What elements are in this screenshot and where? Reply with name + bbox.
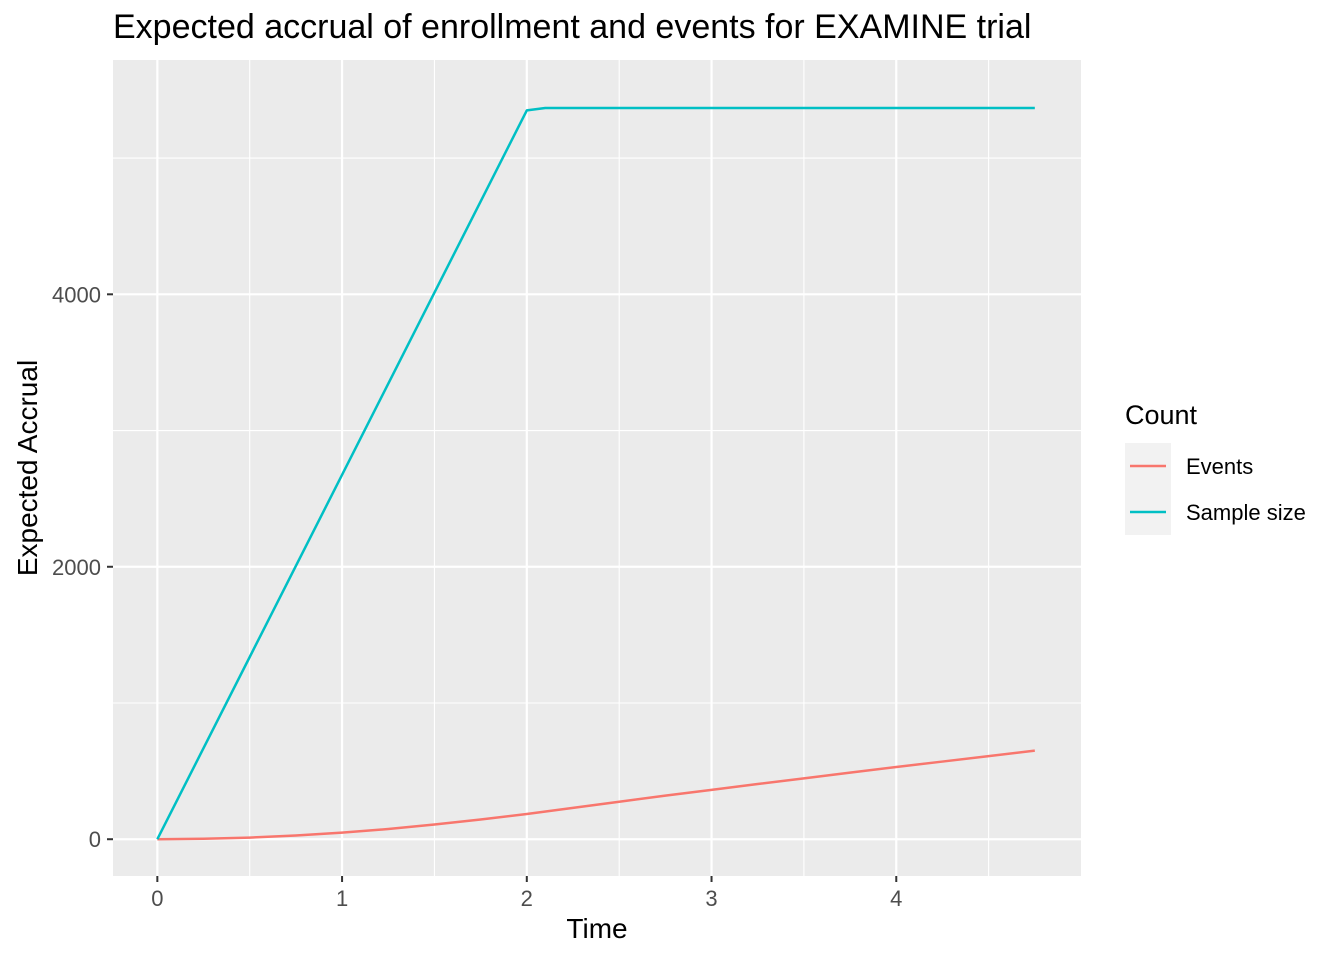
x-tick-label: 1 (336, 886, 348, 911)
chart-title: Expected accrual of enrollment and event… (113, 8, 1031, 46)
series-layer (156, 106, 1035, 841)
x-tick-label: 2 (521, 886, 533, 911)
legend-title: Count (1125, 400, 1198, 430)
y-axis-title: Expected Accrual (12, 360, 43, 576)
y-axis: 0 2000 4000 (52, 282, 113, 852)
x-tick-label: 0 (151, 886, 163, 911)
legend-key-background (1125, 443, 1171, 535)
y-tick-label: 4000 (52, 282, 101, 307)
legend-label-events: Events (1186, 454, 1253, 479)
grid-major (113, 60, 1081, 876)
plot-panel (113, 60, 1081, 876)
y-tick-label: 2000 (52, 555, 101, 580)
x-tick-label: 3 (705, 886, 717, 911)
y-tick-label: 0 (89, 827, 101, 852)
grid-minor (113, 60, 1081, 876)
x-tick-label: 4 (890, 886, 902, 911)
series-line-sample-size (156, 106, 1035, 840)
x-axis-title: Time (566, 913, 627, 944)
legend-label-sample-size: Sample size (1186, 500, 1306, 525)
x-axis: 0 1 2 3 4 (151, 876, 902, 911)
series-line-events (157, 749, 1035, 841)
legend: Count Events Sample size (1125, 400, 1306, 535)
